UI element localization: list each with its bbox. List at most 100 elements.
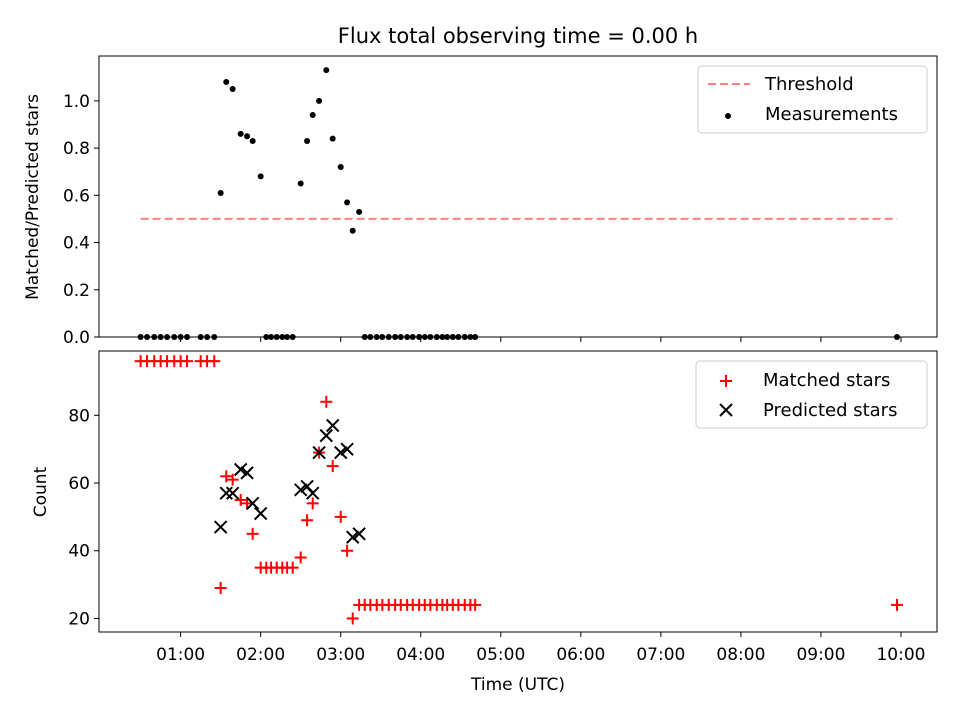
measurement-point <box>337 163 344 170</box>
measurement-point <box>223 78 230 85</box>
ratio-y-tick-label: 0.2 <box>63 281 90 301</box>
predicted-star-point <box>293 483 308 497</box>
predicted-star-point <box>346 530 360 544</box>
predicted-x-b <box>352 527 366 541</box>
predicted-x-b <box>225 486 240 500</box>
predicted-x-b <box>213 520 228 534</box>
predicted-x-b <box>305 486 320 500</box>
matched-star-point <box>181 355 194 368</box>
predicted-x-b <box>340 442 354 456</box>
predicted-star-point <box>340 442 354 456</box>
predicted-star-point <box>225 486 240 500</box>
predicted-star-point <box>326 418 340 433</box>
matched-star-point <box>214 581 227 594</box>
predicted-star-point <box>219 486 233 500</box>
matched-star-point <box>208 355 221 368</box>
ratio-axes-frame <box>98 55 938 338</box>
matched-star-point <box>234 493 247 506</box>
count-y-tick-label: 60 <box>68 474 90 494</box>
legend-measurements-swatch <box>725 113 731 119</box>
matched-star-point <box>320 395 333 408</box>
predicted-star-point <box>253 506 268 521</box>
legend-predicted-label: Predicted stars <box>763 400 897 421</box>
measurement-point <box>297 180 304 187</box>
predicted-star-point <box>213 520 228 534</box>
predicted-star-point <box>245 496 260 511</box>
measurement-point <box>229 86 236 93</box>
count-x-tick-label: 06:00 <box>556 645 605 665</box>
count-ticks: 20 40 60 80 01:00 02:00 03:00 04:00 05:00 06:00 07… <box>68 406 925 665</box>
ratio-y-axis-label: Matched/Predicted stars <box>23 94 43 300</box>
predicted-x-b <box>219 486 233 500</box>
predicted-x-b <box>240 466 254 480</box>
ratio-ticks: 0.0 0.2 0.4 0.6 0.8 1.0 <box>63 92 902 348</box>
matched-star-point <box>220 470 233 483</box>
ratio-legend-box <box>697 65 928 134</box>
count-x-tick-label: 10:00 <box>876 645 925 665</box>
predicted-star-point <box>305 486 320 500</box>
x-axis-label: Time (UTC) <box>470 675 565 695</box>
predicted-star-point <box>334 445 348 460</box>
measurement-point <box>217 189 224 196</box>
ratio-panel: 0.0 0.2 0.4 0.6 0.8 1.0 Matched/Predicted sta… <box>23 55 938 348</box>
ratio-y-tick-label: 0.8 <box>63 139 90 159</box>
predicted-x-b <box>319 428 334 443</box>
measurement-point <box>329 135 336 142</box>
matched-star-point <box>326 460 339 473</box>
count-plot-area <box>134 355 903 625</box>
count-y-tick-label: 20 <box>68 609 90 629</box>
predicted-x-b <box>312 445 326 460</box>
measurement-point <box>356 208 363 215</box>
predicted-x-b <box>326 418 340 433</box>
count-legend: Matched stars Predicted stars <box>695 360 928 429</box>
matched-star-point <box>301 514 314 527</box>
count-x-tick-label: 07:00 <box>636 645 685 665</box>
measurement-point <box>349 227 356 234</box>
ratio-legend: Threshold Measurements <box>697 65 928 134</box>
legend-matched-label: Matched stars <box>763 370 890 391</box>
ratio-y-tick-label: 0.4 <box>63 234 90 254</box>
measurement-point <box>309 112 316 119</box>
matched-star-point <box>286 561 299 574</box>
matched-star-point <box>346 612 359 625</box>
matched-star-point <box>241 497 254 510</box>
predicted-x-b <box>245 496 260 511</box>
count-panel: 20 40 60 80 01:00 02:00 03:00 04:00 05:00 06:00 07… <box>31 350 938 695</box>
matched-star-point <box>226 473 239 486</box>
measurement-point <box>244 133 251 140</box>
measurement-point <box>237 130 244 137</box>
count-legend-box <box>695 360 928 429</box>
predicted-star-point <box>312 445 326 460</box>
predicted-x-b <box>233 462 248 477</box>
predicted-star-point <box>352 527 366 541</box>
ratio-y-tick-label: 0.6 <box>63 186 90 206</box>
predicted-star-point <box>233 462 248 477</box>
count-y-tick-label: 40 <box>68 542 90 562</box>
count-y-axis-label: Count <box>31 466 51 517</box>
matched-star-point <box>334 510 347 523</box>
measurement-point <box>257 173 264 180</box>
matched-star-point <box>890 598 903 611</box>
predicted-star-point <box>319 428 334 443</box>
measurement-point <box>249 138 256 145</box>
matched-star-point <box>341 544 354 557</box>
matched-star-point <box>246 527 259 540</box>
count-y-tick-label: 80 <box>68 406 90 426</box>
legend-threshold-label: Threshold <box>764 74 854 95</box>
figure-title: Flux total observing time = 0.00 h <box>338 24 698 48</box>
predicted-x-b <box>300 479 314 494</box>
predicted-x-b <box>253 506 268 521</box>
matched-star-point <box>306 497 319 510</box>
legend-matched-swatch <box>720 375 732 387</box>
measurement-point <box>344 199 351 206</box>
count-x-tick-label: 02:00 <box>236 645 285 665</box>
count-axes-frame <box>98 350 938 633</box>
count-x-tick-label: 09:00 <box>796 645 845 665</box>
predicted-x-b <box>293 483 308 497</box>
legend-measurements-label: Measurements <box>765 104 898 125</box>
count-x-tick-label: 04:00 <box>396 645 445 665</box>
matched-star-point <box>469 598 482 611</box>
predicted-x-b <box>334 445 348 460</box>
count-x-tick-label: 08:00 <box>716 645 765 665</box>
